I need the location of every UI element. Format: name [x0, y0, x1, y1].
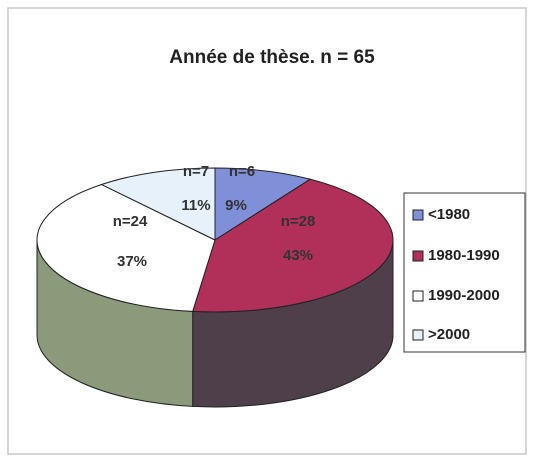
count-label: n=7 — [183, 163, 209, 180]
chart-title: Année de thèse. n = 65 — [169, 47, 375, 68]
legend-swatch — [412, 209, 424, 221]
value-label: 43% — [283, 247, 313, 264]
value-label: 11% — [181, 197, 210, 214]
legend-box — [403, 192, 526, 353]
legend-swatch — [412, 290, 424, 302]
legend-label: 1980-1990 — [428, 247, 500, 264]
count-label: n=24 — [113, 213, 148, 230]
pie-slice — [100, 167, 216, 241]
pie-slice — [214, 167, 312, 241]
pie-tops — [36, 167, 394, 313]
legend-label: >2000 — [428, 326, 470, 343]
count-label: n=28 — [281, 213, 316, 230]
slice-labels: n=6 9% n=28 43% n=24 37% n=7 11% — [113, 163, 316, 270]
count-label: n=6 — [229, 163, 255, 180]
legend-label: 1990-2000 — [428, 287, 500, 304]
pie-slice — [36, 183, 216, 312]
value-label: 37% — [117, 253, 147, 270]
legend-label: <1980 — [428, 206, 470, 223]
value-label: 9% — [225, 197, 247, 214]
legend: <1980 1980-1990 1990-2000 >2000 — [412, 206, 500, 343]
pie-slice — [192, 178, 394, 313]
legend-swatch — [412, 250, 424, 262]
legend-swatch — [412, 329, 424, 341]
